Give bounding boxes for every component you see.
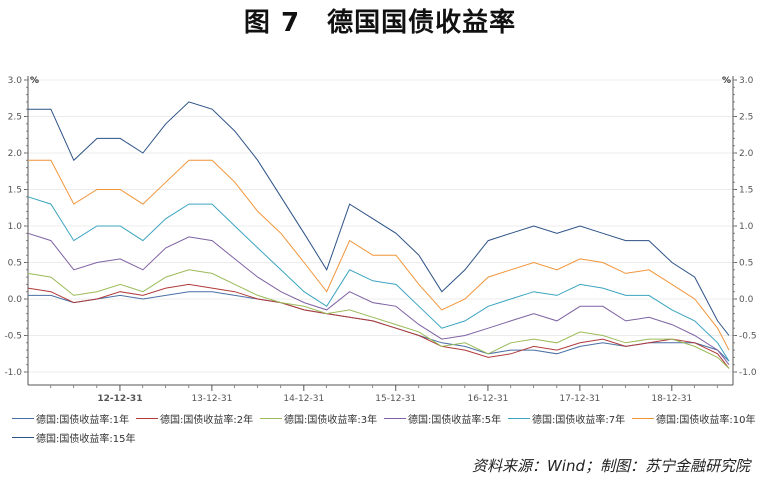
y-tick-label-right: -0.5 bbox=[739, 332, 757, 342]
legend-label: 德国:国债收益率:15年 bbox=[36, 434, 136, 445]
x-tick-label: 13-12-31 bbox=[191, 394, 232, 404]
series-line-5 bbox=[28, 159, 730, 351]
legend-swatch bbox=[136, 417, 158, 420]
series-line-0 bbox=[28, 291, 730, 362]
legend-item: 德国:国债收益率:5年 bbox=[384, 409, 508, 428]
y-tick-label-left: 0.0 bbox=[8, 295, 23, 305]
left-unit-label: % bbox=[30, 76, 39, 86]
x-tick-label: 17-12-31 bbox=[559, 394, 600, 404]
x-tick-label: 14-12-31 bbox=[283, 394, 324, 404]
legend-swatch bbox=[12, 417, 34, 420]
x-tick-label: 12-12-31 bbox=[97, 394, 142, 404]
legend-item: 德国:国债收益率:10年 bbox=[632, 409, 756, 428]
x-tick-label: 16-12-31 bbox=[467, 394, 508, 404]
y-tick-label-right: 2.5 bbox=[739, 113, 753, 123]
legend-item: 德国:国债收益率:3年 bbox=[260, 409, 384, 428]
right-unit-label: % bbox=[722, 76, 731, 86]
source-note: 资料来源：Wind；制图：苏宁金融研究院 bbox=[471, 457, 750, 475]
y-tick-label-left: -0.5 bbox=[4, 332, 22, 342]
y-tick-label-right: 1.0 bbox=[739, 222, 754, 232]
series-line-2 bbox=[27, 269, 730, 369]
series-line-1 bbox=[27, 283, 730, 369]
y-tick-label-left: 1.5 bbox=[8, 186, 22, 196]
legend: 德国:国债收益率:1年 德国:国债收益率:2年 德国:国债收益率:3年 德国:国债收益… bbox=[12, 409, 757, 447]
series-line-6 bbox=[28, 101, 730, 336]
y-tick-label-left: 2.5 bbox=[8, 113, 22, 123]
y-tick-label-right: 3.0 bbox=[739, 76, 754, 86]
y-tick-label-left: 2.0 bbox=[8, 149, 23, 159]
y-tick-label-left: 1.0 bbox=[8, 222, 23, 232]
series-line-4 bbox=[27, 196, 730, 362]
legend-swatch bbox=[632, 417, 654, 420]
legend-label: 德国:国债收益率:2年 bbox=[160, 415, 254, 426]
legend-item: 德国:国债收益率:1年 bbox=[12, 409, 136, 428]
chart-svg: 3.0 3.0 2.5 2.5 2.0 2.0 1.5 1.5 1.0 1.0 0.5 0.5 0.0 0… bbox=[4, 76, 757, 404]
y-tick-label-left: -1.0 bbox=[4, 368, 22, 378]
y-tick-label-right: 0.5 bbox=[739, 259, 753, 269]
y-tick-label-right: 1.5 bbox=[739, 186, 753, 196]
legend-label: 德国:国债收益率:7年 bbox=[532, 415, 626, 426]
x-tick-label: 18-12-31 bbox=[651, 394, 692, 404]
legend-swatch bbox=[384, 417, 406, 420]
legend-swatch bbox=[12, 436, 34, 439]
y-tick-label-right: 0.0 bbox=[739, 295, 754, 305]
legend-item: 德国:国债收益率:2年 bbox=[136, 409, 260, 428]
legend-label: 德国:国债收益率:10年 bbox=[656, 415, 756, 426]
legend-label: 德国:国债收益率:3年 bbox=[284, 415, 378, 426]
legend-item: 德国:国债收益率:7年 bbox=[508, 409, 632, 428]
y-tick-label-left: 0.5 bbox=[8, 259, 22, 269]
legend-swatch bbox=[260, 417, 282, 420]
legend-item: 德国:国债收益率:15年 bbox=[12, 428, 136, 447]
legend-label: 德国:国债收益率:1年 bbox=[36, 415, 130, 426]
chart-title: 图 7 德国国债收益率 bbox=[243, 8, 517, 38]
axes: 3.0 3.0 2.5 2.5 2.0 2.0 1.5 1.5 1.0 1.0 0.5 0.5 0.0 0… bbox=[4, 76, 757, 404]
series-line-3 bbox=[27, 232, 730, 366]
legend-label: 德国:国债收益率:5年 bbox=[408, 415, 502, 426]
gridlines bbox=[28, 79, 733, 373]
x-tick-label: 15-12-31 bbox=[375, 394, 416, 404]
y-tick-label-right: -1.0 bbox=[739, 368, 757, 378]
series-lines bbox=[27, 101, 730, 369]
legend-swatch bbox=[508, 417, 530, 420]
y-tick-label-right: 2.0 bbox=[739, 149, 754, 159]
y-tick-label-left: 3.0 bbox=[8, 76, 23, 86]
